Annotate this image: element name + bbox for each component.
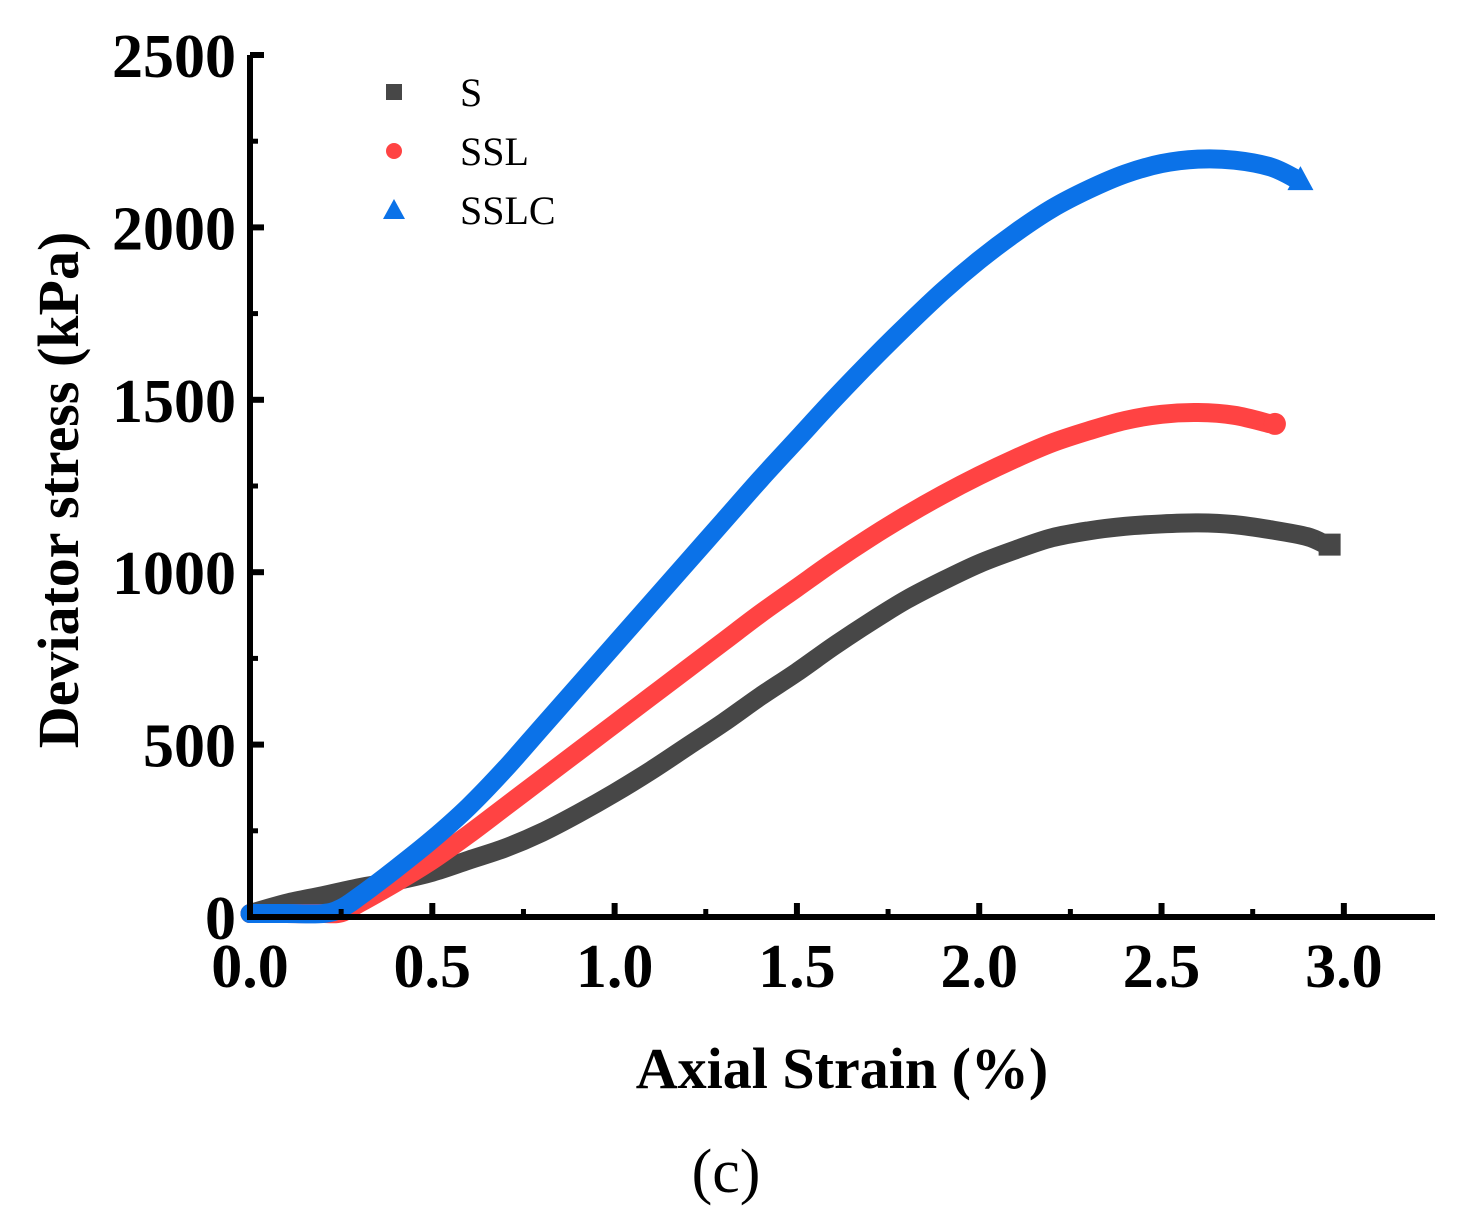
- legend-marker-s: [386, 84, 402, 100]
- series-end-marker-sslc: [1287, 166, 1314, 191]
- series-end-marker-s: [1318, 533, 1341, 556]
- x-tick-label: 3.0: [1305, 933, 1383, 1001]
- y-tick-label: 1000: [112, 540, 236, 608]
- axes-layer: 0.0 0.5 1.0 1.5 2.0 2.5 3.0 0 500 1000 1500 2000 250…: [112, 23, 1435, 1001]
- y-tick-label: 2000: [112, 195, 236, 263]
- legend: S SSL SSLC: [383, 70, 556, 233]
- series-line-sslc: [240, 149, 1306, 924]
- series-line-ssl: [240, 403, 1281, 924]
- x-tick-label: 0.0: [211, 933, 289, 1001]
- legend-label-s: S: [460, 70, 482, 115]
- x-tick-label: 0.5: [394, 933, 472, 1001]
- series-line-s: [240, 513, 1336, 924]
- x-tick-label: 1.5: [758, 933, 836, 1001]
- legend-marker-sslc: [383, 199, 405, 219]
- x-axis-title: Axial Strain (%): [636, 1036, 1048, 1101]
- series-layer: [240, 149, 1341, 924]
- y-tick-label: 2500: [112, 23, 236, 91]
- y-tick-label: 0: [205, 885, 236, 953]
- y-tick-label: 500: [143, 713, 236, 781]
- y-tick-label: 1500: [112, 368, 236, 436]
- y-axis-title: Deviator stress (kPa): [26, 232, 91, 749]
- figure-caption: (c): [692, 1138, 761, 1206]
- series-end-marker-ssl: [1263, 412, 1286, 435]
- x-tick-label: 1.0: [576, 933, 654, 1001]
- legend-label-ssl: SSL: [460, 129, 529, 174]
- legend-label-sslc: SSLC: [460, 188, 556, 233]
- labels-layer: Axial Strain (%) Deviator stress (kPa) (…: [26, 232, 1048, 1206]
- x-tick-label: 2.5: [1123, 933, 1201, 1001]
- legend-marker-ssl: [386, 143, 402, 159]
- x-tick-label: 2.0: [940, 933, 1018, 1001]
